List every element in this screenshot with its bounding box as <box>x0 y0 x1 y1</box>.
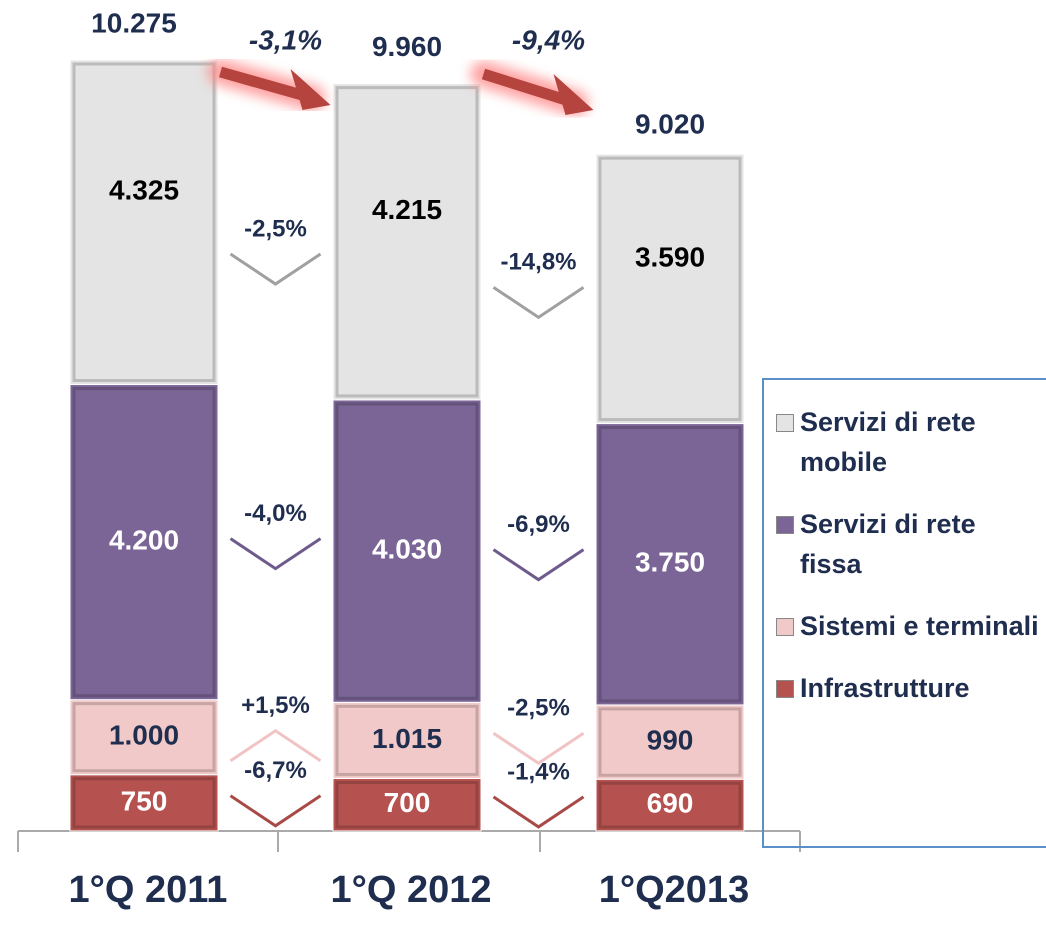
arrow-head <box>553 74 594 115</box>
change-chevron <box>492 795 585 829</box>
change-label: -4,0% <box>244 500 307 527</box>
legend-swatch <box>776 680 794 698</box>
bar-segment <box>332 83 482 401</box>
legend-label: Servizi di rete mobile <box>800 407 976 477</box>
change-chevron <box>229 537 322 571</box>
change-label: -2,5% <box>507 695 570 722</box>
total-label: 10.275 <box>91 7 177 38</box>
arrow-shaft <box>219 66 314 104</box>
bar-bevel <box>72 702 216 773</box>
bar-segment <box>332 399 482 703</box>
value-label: 4.030 <box>372 534 442 565</box>
value-label: 700 <box>384 787 431 818</box>
change-chevron <box>229 728 322 763</box>
change-label: +1,5% <box>241 692 310 719</box>
legend-item: Infrastrutture <box>776 673 1046 708</box>
value-label: 4.200 <box>109 525 179 556</box>
bar-bevel <box>72 387 216 698</box>
x-tick-label: 1°Q 2011 <box>69 869 228 911</box>
change-label: -2,5% <box>244 215 307 242</box>
change-label: -14,8% <box>500 249 576 276</box>
bar-segment <box>595 704 745 780</box>
x-tick-label: 1°Q 2012 <box>331 869 492 911</box>
bar-segment <box>595 153 745 425</box>
bar-segment <box>69 384 219 701</box>
value-label: 750 <box>121 785 168 816</box>
total-change-label: -9,4% <box>512 24 585 55</box>
change-chevron <box>492 731 585 766</box>
legend: Servizi di rete mobile Servizi di rete fi… <box>762 378 1046 848</box>
bar-bevel <box>72 62 216 383</box>
change-label: -6,9% <box>507 511 570 538</box>
arrow-head <box>290 69 331 110</box>
x-tick-label: 1°Q2013 <box>599 869 749 911</box>
bar-bevel <box>335 704 479 776</box>
total-label: 9.020 <box>635 109 705 140</box>
change-label: -6,7% <box>244 757 307 784</box>
change-chevron <box>229 252 322 286</box>
bar-bevel <box>335 86 479 398</box>
legend-swatch <box>776 516 794 534</box>
arrow-shaft <box>481 68 578 109</box>
value-label: 3.750 <box>635 547 705 578</box>
value-label: 690 <box>647 788 694 819</box>
bar-bevel <box>335 780 479 829</box>
bar-bevel <box>335 402 479 700</box>
legend-item: Sistemi e terminali <box>776 611 1046 646</box>
bar-segment <box>595 423 745 706</box>
total-change-label: -3,1% <box>249 24 322 55</box>
value-label: 990 <box>647 724 694 755</box>
bar-segment <box>69 774 219 832</box>
bar-segment <box>332 701 482 779</box>
value-label: 1.015 <box>372 723 442 754</box>
change-chevron <box>492 286 585 320</box>
value-label: 3.590 <box>635 241 705 272</box>
legend-label: Sistemi e terminali <box>800 611 1039 641</box>
bar-segment <box>69 59 219 386</box>
legend-swatch <box>776 414 794 432</box>
value-label: 4.215 <box>372 194 442 225</box>
legend-item: Servizi di rete mobile <box>776 407 1046 482</box>
bar-bevel <box>72 777 216 829</box>
bar-segment <box>332 777 482 832</box>
bar-bevel <box>598 156 742 422</box>
bar-bevel <box>598 781 742 829</box>
change-chevron <box>229 794 322 828</box>
legend-label: Servizi di rete fissa <box>800 509 976 579</box>
bar-bevel <box>598 707 742 777</box>
value-label: 1.000 <box>109 720 179 751</box>
bar-bevel <box>598 426 742 703</box>
legend-label: Infrastrutture <box>800 673 970 703</box>
total-label: 9.960 <box>372 31 442 62</box>
legend-item: Servizi di rete fissa <box>776 509 1046 584</box>
legend-swatch <box>776 618 794 636</box>
value-label: 4.325 <box>109 175 179 206</box>
change-chevron <box>492 548 585 582</box>
